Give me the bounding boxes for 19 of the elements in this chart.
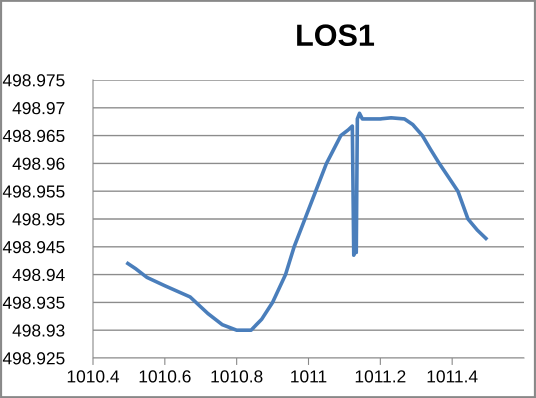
line-series bbox=[126, 112, 488, 332]
y-tick-label: 498.96 bbox=[12, 158, 64, 170]
x-tick-label: 1010.4 bbox=[68, 370, 120, 383]
y-tick-label: 498.925 bbox=[2, 352, 64, 364]
y-tick-label: 498.97 bbox=[12, 102, 64, 114]
y-tick-label: 498.93 bbox=[12, 324, 64, 337]
x-tick-label: 1010.6 bbox=[140, 370, 191, 383]
x-tick-label: 1011.4 bbox=[428, 370, 478, 383]
y-tick-label: 498.94 bbox=[12, 268, 65, 282]
x-tick-label: 1010.8 bbox=[211, 370, 262, 383]
chart-title: LOS1 bbox=[297, 24, 374, 46]
y-tick-label: 498.975 bbox=[2, 74, 64, 86]
y-tick-label: 498.965 bbox=[2, 130, 64, 142]
y-tick-label: 498.955 bbox=[2, 185, 64, 198]
x-tick-label: 1011 bbox=[291, 370, 326, 383]
y-tick-label: 498.95 bbox=[12, 213, 64, 226]
y-tick-label: 498.935 bbox=[2, 296, 64, 309]
x-tick-label: 1011.2 bbox=[356, 370, 406, 383]
y-tick-label: 498.945 bbox=[2, 240, 64, 254]
